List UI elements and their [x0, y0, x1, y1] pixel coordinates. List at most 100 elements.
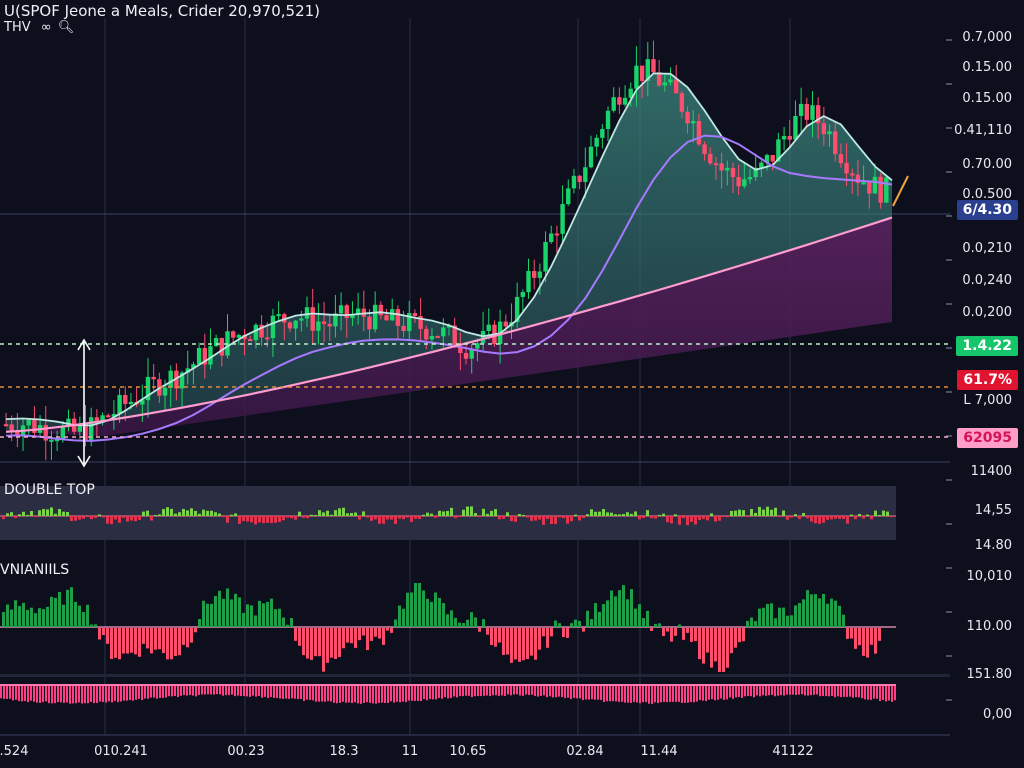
y-axis-label: 0.7,000	[962, 30, 1012, 45]
candle	[469, 348, 474, 359]
candle	[145, 376, 151, 401]
candle	[713, 163, 719, 166]
candle	[446, 325, 452, 328]
candle	[299, 318, 304, 321]
candle	[248, 339, 253, 342]
candle	[798, 103, 804, 116]
candle	[168, 370, 173, 388]
candle	[793, 115, 798, 140]
candle	[3, 424, 9, 427]
candle	[600, 129, 605, 138]
x-axis-label: 11.44	[640, 744, 678, 759]
candle	[725, 167, 730, 171]
candle	[106, 415, 111, 418]
candle	[43, 425, 48, 441]
candle	[151, 376, 156, 380]
candle	[463, 353, 469, 359]
candle	[526, 270, 531, 293]
candle	[287, 322, 293, 329]
measure-tool[interactable]	[77, 338, 91, 468]
candle	[566, 188, 571, 205]
candle	[270, 315, 276, 339]
x-axis-label: 11	[401, 744, 419, 759]
candle	[242, 334, 247, 340]
candle	[128, 401, 134, 405]
candle	[230, 331, 236, 338]
candle	[702, 144, 707, 154]
candle	[764, 154, 770, 163]
candle	[196, 348, 202, 365]
candle	[344, 305, 349, 319]
candle	[696, 121, 702, 145]
candle	[605, 110, 611, 130]
candle	[94, 417, 100, 421]
candle	[236, 334, 242, 338]
candle	[634, 65, 639, 89]
candle	[520, 292, 526, 297]
y-axis-label: L 7,000	[963, 393, 1012, 408]
candle	[15, 430, 20, 436]
candle	[549, 233, 554, 243]
candle	[429, 336, 435, 340]
candle	[60, 426, 65, 440]
link-icon[interactable]: ∞	[40, 20, 52, 35]
candle	[855, 174, 861, 183]
candle	[418, 316, 423, 329]
candle	[310, 307, 315, 331]
candle	[77, 423, 83, 432]
candle	[179, 372, 185, 389]
chart-subtitle: THV ∞ 🔍︎	[4, 20, 74, 35]
candle	[850, 173, 855, 176]
candle	[708, 153, 713, 164]
candle	[355, 308, 361, 315]
candle	[776, 139, 781, 162]
y-axis-label-lower: 110.00	[966, 619, 1013, 634]
candle	[401, 325, 406, 332]
pattern-label: DOUBLE TOP	[4, 482, 95, 498]
candle	[611, 97, 616, 111]
candle	[321, 321, 327, 324]
candle	[537, 271, 543, 278]
y-axis-label: 0.0.500	[962, 187, 1012, 202]
candle	[747, 177, 753, 180]
candle	[691, 121, 696, 124]
x-axis-label: 010.241	[94, 744, 148, 759]
ma-fast-line	[5, 72, 893, 427]
candle	[651, 59, 656, 73]
candle	[452, 325, 457, 348]
candle	[781, 136, 787, 140]
candle	[878, 176, 883, 203]
candle	[668, 79, 673, 83]
candle	[543, 242, 548, 272]
y-axis-label-lower: 0,00	[983, 707, 1012, 722]
candle	[645, 59, 650, 81]
search-icon[interactable]: 🔍︎	[57, 20, 75, 35]
candle	[673, 79, 679, 94]
candle	[259, 324, 264, 338]
candle	[100, 415, 105, 421]
candle	[787, 136, 792, 140]
candle	[83, 423, 88, 442]
candle	[367, 316, 372, 330]
symbol-label: THV	[4, 20, 31, 35]
candle	[407, 313, 412, 332]
x-axis-label: 41122	[772, 744, 814, 759]
x-axis-label: 10.65	[449, 744, 487, 759]
bottom-band-panel	[0, 674, 950, 704]
candle	[54, 439, 60, 442]
candle	[66, 418, 71, 427]
candle	[123, 395, 128, 405]
candle	[804, 103, 810, 120]
candle	[327, 323, 332, 327]
candle	[395, 309, 401, 326]
candle	[531, 270, 537, 278]
candle	[390, 309, 395, 321]
candle	[32, 419, 37, 433]
candle	[810, 105, 815, 120]
candle	[458, 347, 463, 354]
price-levels	[0, 343, 950, 438]
ma-mid-line	[5, 134, 893, 442]
indicator-label: VNIANIILS	[0, 562, 70, 578]
candle	[821, 123, 827, 135]
